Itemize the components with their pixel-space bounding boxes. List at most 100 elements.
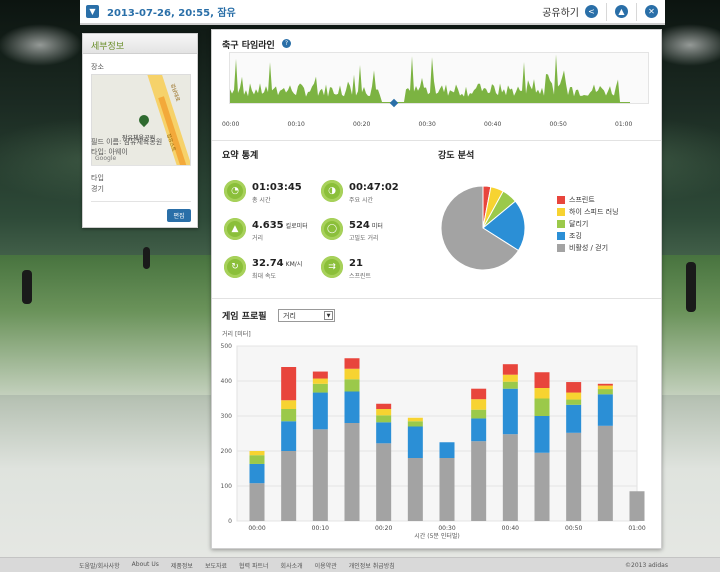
sprint-icon: ⇉ [321, 256, 343, 278]
pie-slice [482, 190, 517, 229]
footer-link[interactable]: 협력 파트너 [239, 562, 269, 570]
footer-link[interactable]: 도움말/회사사항 [79, 562, 120, 570]
timeline-activity-graph [230, 54, 630, 103]
footer-link[interactable]: 개인정보 취급방침 [348, 562, 395, 570]
bar-segment [597, 394, 613, 426]
x-tick-label: 00:30 [438, 525, 455, 532]
x-tick-label: 00:20 [375, 525, 392, 532]
y-tick-label: 0 [228, 518, 232, 525]
bar-segment [312, 378, 328, 384]
bar-segment [344, 423, 360, 521]
stat-value: 4.635 킬로미터 [252, 220, 308, 231]
stat-label: 스프린트 [349, 273, 372, 280]
timeline-tick-label: 00:40 [484, 121, 502, 128]
share-button[interactable]: 공유하기 [542, 8, 579, 19]
pie-slice [482, 186, 504, 229]
divider [212, 298, 661, 299]
field-name: 필드 이름: 잠유체육공원 [91, 138, 163, 146]
divider [91, 201, 191, 202]
footer-link[interactable]: 보도자료 [204, 562, 228, 570]
bar-segment [566, 432, 582, 521]
bar-segment [312, 392, 328, 430]
stat-label: 주요 시간 [349, 197, 373, 204]
footer-links: 도움말/회사사항 About Us 제품정보 보도자료 협력 파트너 회사소개 … [79, 561, 407, 570]
bar-segment [281, 367, 297, 401]
bar-segment [344, 368, 360, 380]
bar-segment [566, 382, 582, 393]
stat-value: 01:03:45 [252, 182, 302, 193]
bar-segment [597, 389, 613, 395]
main-panel: 축구 타임라인 ? 00:00 00:10 00:20 00:30 00:40 00:50… [211, 29, 662, 549]
footer-link[interactable]: 회사소개 [280, 562, 303, 570]
footer: 도움말/회사사항 About Us 제품정보 보도자료 협력 파트너 회사소개 … [0, 557, 720, 572]
help-icon[interactable]: ? [282, 39, 291, 48]
bar-segment [376, 422, 392, 444]
bar-segment [566, 392, 582, 400]
profile-metric-select[interactable]: 거리 ▼ [278, 309, 335, 322]
bar-segment [629, 491, 645, 521]
bar-segment [376, 443, 392, 521]
bar-segment [566, 399, 582, 405]
profile-title: 게임 프로필 [222, 312, 267, 322]
stat-unit: 킬로미터 [285, 223, 308, 230]
legend-label: 하이 스피드 러닝 [569, 208, 619, 216]
divider [91, 165, 191, 166]
stat-label: 총 시간 [252, 197, 271, 204]
legend-label: 스프린트 [569, 196, 595, 204]
timeline-chart[interactable] [229, 52, 649, 104]
trash-icon[interactable]: ✕ [645, 5, 658, 18]
stat-unit: 미터 [371, 223, 383, 230]
chevron-down-icon[interactable]: ▼ [86, 5, 99, 18]
footer-link[interactable]: 제품정보 [170, 562, 193, 570]
divider [606, 2, 607, 21]
bar-segment [281, 400, 297, 409]
type-value: 경기 [91, 185, 104, 193]
select-value: 거리 [283, 312, 296, 320]
game-profile-bar-chart: 0 100 200 300 400 500 거리 [미터] 00:00 00:10 00:20 00… [221, 330, 646, 540]
y-tick-label: 200 [221, 448, 233, 455]
stat-label: 거리 [252, 235, 264, 242]
location-map[interactable]: 강남대로 정유스트 잠유체육공원 Google [91, 74, 191, 166]
bar-segment [344, 358, 360, 369]
map-logo: Google [95, 155, 117, 162]
bar-segment [281, 409, 297, 422]
x-tick-label: 00:40 [502, 525, 519, 532]
legend-swatch [557, 208, 565, 216]
share-icon[interactable]: < [585, 5, 598, 18]
bar-segment [471, 399, 487, 410]
session-date[interactable]: 2013-07-26, 20:55, 잠유 [107, 8, 236, 19]
y-tick-label: 500 [221, 343, 233, 350]
bar-segment [566, 404, 582, 433]
timeline-tick-label: 00:20 [353, 121, 371, 128]
timeline-activity-area [230, 54, 630, 103]
y-tick-label: 400 [221, 378, 233, 385]
edit-button[interactable]: 편집 [167, 209, 191, 222]
bar-segment [597, 383, 613, 386]
footer-link[interactable]: 이용약관 [314, 562, 337, 570]
intensity-title: 강도 분석 [438, 151, 475, 161]
bar-segment [502, 374, 518, 382]
bar-segment [249, 451, 265, 456]
speed-icon: ↻ [224, 256, 246, 278]
x-axis-label: 시간 (5분 인터벌) [414, 532, 459, 540]
top-bar: ▼ 2013-07-26, 20:55, 잠유 공유하기 < ▲ ✕ [80, 0, 665, 25]
bar-segment [534, 452, 550, 521]
chevron-down-icon: ▼ [324, 311, 333, 320]
bar-segment [502, 434, 518, 521]
place-label: 장소 [91, 63, 104, 71]
bar-segment [407, 426, 423, 458]
x-tick-label: 00:10 [312, 525, 329, 532]
upload-icon[interactable]: ▲ [615, 5, 628, 18]
timeline-tick-label: 01:00 [615, 121, 633, 128]
bar-segment [249, 455, 265, 464]
bar-segment [439, 442, 455, 458]
footer-link[interactable]: About Us [131, 560, 159, 568]
bar-segment [534, 372, 550, 388]
map-pin-icon [136, 112, 152, 128]
x-tick-label: 00:00 [248, 525, 265, 532]
bar-segment [502, 388, 518, 435]
bar-segment [597, 385, 613, 390]
legend-label: 비활성 / 걷기 [569, 244, 609, 252]
clock-icon: ◔ [224, 180, 246, 202]
bar-segment [534, 416, 550, 453]
